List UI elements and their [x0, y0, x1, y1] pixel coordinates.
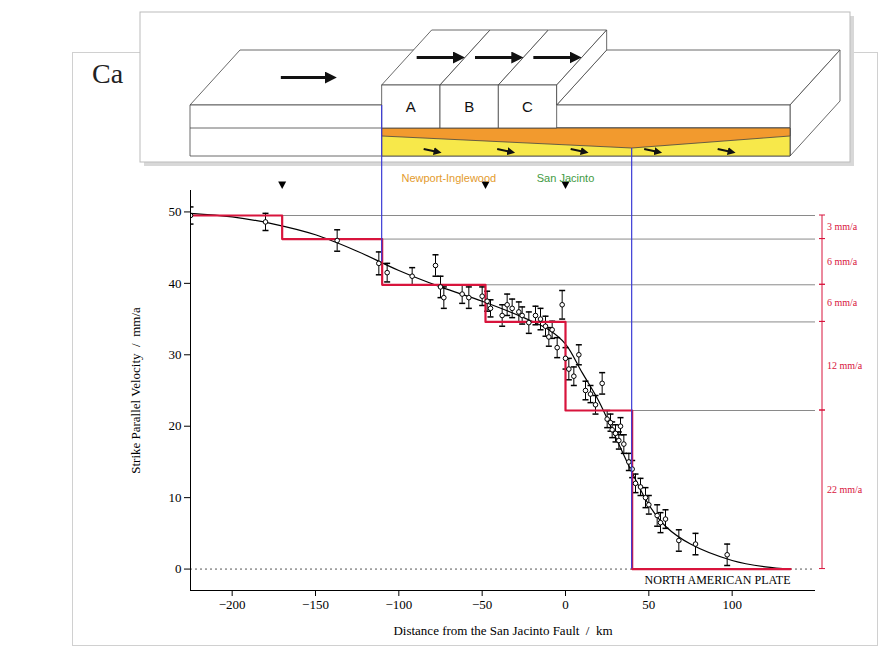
svg-text:6 mm/a: 6 mm/a [827, 297, 858, 308]
html-text:Ca: Ca [92, 58, 124, 89]
svg-text:40: 40 [169, 276, 182, 291]
svg-text:50: 50 [642, 597, 655, 612]
svg-text:6 mm/a: 6 mm/a [827, 256, 858, 267]
svg-text:0: 0 [175, 561, 182, 576]
svg-text:C: C [522, 98, 533, 115]
svg-text:10: 10 [169, 490, 182, 505]
svg-text:0: 0 [562, 597, 569, 612]
svg-text:−150: −150 [302, 597, 329, 612]
svg-text:−200: −200 [219, 597, 246, 612]
svg-text:30: 30 [169, 347, 182, 362]
svg-text:Newport-Inglewood: Newport-Inglewood [401, 172, 496, 184]
svg-text:B: B [464, 98, 474, 115]
svg-text:A: A [406, 98, 416, 115]
svg-text:100: 100 [722, 597, 742, 612]
svg-text:3 mm/a: 3 mm/a [827, 221, 858, 232]
svg-text:12 mm/a: 12 mm/a [827, 360, 863, 371]
svg-text:20: 20 [169, 418, 182, 433]
svg-text:50: 50 [169, 204, 182, 219]
svg-text:−100: −100 [385, 597, 412, 612]
svg-text:22 mm/a: 22 mm/a [827, 484, 863, 495]
svg-text:San Jacinto: San Jacinto [537, 172, 594, 184]
svg-text:−50: −50 [472, 597, 492, 612]
svg-text:NORTH AMERICAN PLATE: NORTH AMERICAN PLATE [645, 573, 791, 587]
svg-text:Distance from the San Jacinto: Distance from the San Jacinto Fault / km [393, 623, 612, 638]
svg-text:Strike Parallel Velocity / m: Strike Parallel Velocity / mm/a [128, 307, 143, 474]
